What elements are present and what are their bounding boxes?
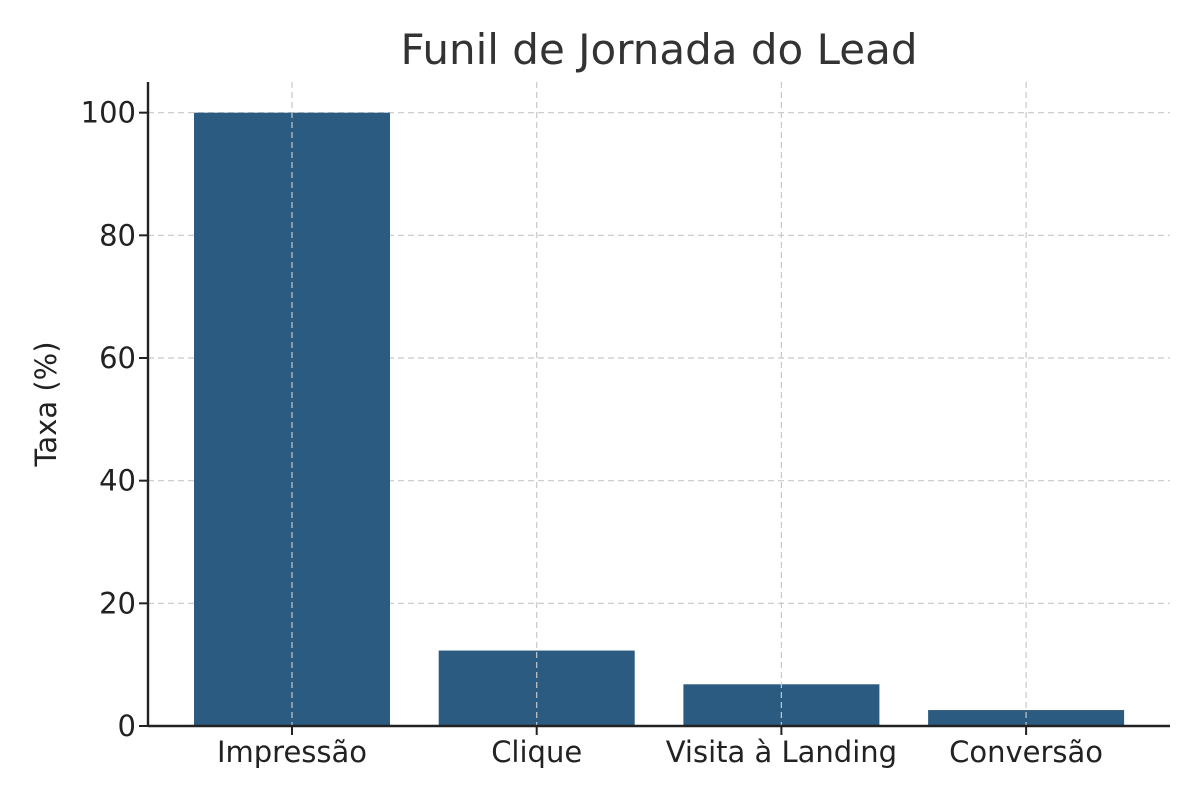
axis-layer bbox=[146, 82, 1170, 728]
bar-layer bbox=[194, 112, 1125, 726]
y-tick-label: 20 bbox=[99, 586, 136, 620]
x-tick-label: Visita à Landing bbox=[666, 735, 897, 769]
x-tick-label: Conversão bbox=[949, 735, 1103, 769]
y-tick-label: 0 bbox=[118, 709, 136, 743]
y-tick-label: 60 bbox=[99, 341, 136, 375]
x-tick-label: Clique bbox=[491, 735, 582, 769]
x-tick-label: Impressão bbox=[217, 735, 367, 769]
y-tick-label: 80 bbox=[99, 218, 136, 252]
tick-layer: 0 20 40 60 80 100 Impressão Clique Visita à Land… bbox=[81, 96, 1103, 769]
y-tick-label: 40 bbox=[99, 464, 136, 498]
bar bbox=[928, 710, 1125, 726]
chart-title: Funil de Jornada do Lead bbox=[401, 25, 918, 74]
y-axis-label: Taxa (%) bbox=[29, 341, 63, 467]
y-tick-label: 100 bbox=[81, 96, 136, 130]
vertical-grid-layer bbox=[291, 82, 1027, 726]
